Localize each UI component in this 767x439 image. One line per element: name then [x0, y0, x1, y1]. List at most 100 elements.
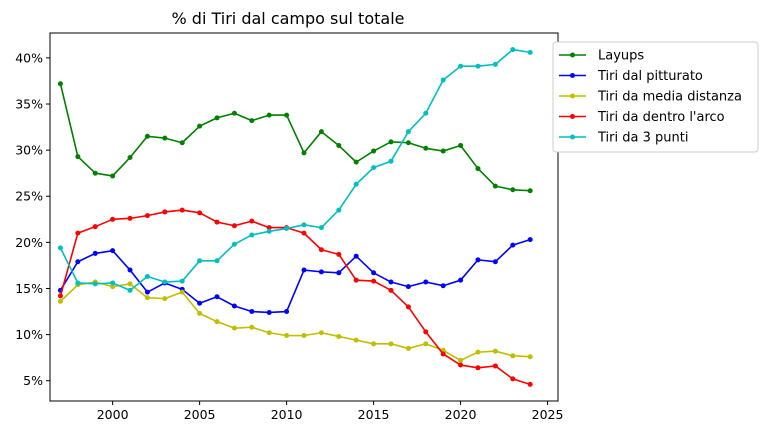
legend-box	[552, 41, 759, 153]
data-point	[266, 228, 272, 234]
data-point	[301, 267, 307, 273]
data-point	[336, 207, 342, 213]
data-point	[92, 281, 98, 287]
y-tick-label: 30%	[15, 143, 43, 158]
data-point	[353, 253, 359, 259]
data-point	[492, 363, 498, 369]
legend-marker	[570, 114, 575, 119]
data-point	[318, 129, 324, 135]
data-point	[492, 183, 498, 189]
data-point	[510, 376, 516, 382]
data-point	[510, 47, 516, 53]
data-point	[405, 284, 411, 290]
data-point	[249, 324, 255, 330]
data-point	[266, 330, 272, 336]
series-5	[57, 47, 533, 293]
series-line	[59, 48, 531, 292]
data-point	[336, 143, 342, 149]
data-point	[214, 258, 220, 264]
data-point	[197, 210, 203, 216]
data-point	[249, 232, 255, 238]
data-point	[440, 351, 446, 357]
data-point	[110, 280, 116, 286]
data-point	[423, 329, 429, 335]
data-point	[127, 287, 133, 293]
series-4	[57, 207, 533, 387]
data-point	[527, 381, 533, 387]
data-point	[318, 225, 324, 231]
data-point	[92, 250, 98, 256]
data-point	[284, 333, 290, 339]
data-point	[57, 293, 63, 299]
data-point	[75, 259, 81, 265]
data-point	[92, 170, 98, 176]
data-point	[353, 181, 359, 187]
legend-marker	[570, 73, 575, 78]
data-point	[266, 112, 272, 118]
data-point	[162, 279, 168, 285]
data-point	[527, 237, 533, 243]
x-tick-label: 2005	[184, 407, 216, 422]
data-point	[214, 115, 220, 121]
data-point	[197, 258, 203, 264]
x-tick-label: 2025	[532, 407, 564, 422]
data-point	[492, 259, 498, 265]
x-tick-label: 2010	[271, 407, 303, 422]
data-point	[249, 118, 255, 124]
data-point	[75, 154, 81, 160]
data-point	[336, 333, 342, 339]
x-tick-label: 2020	[445, 407, 477, 422]
data-point	[405, 140, 411, 146]
data-point	[388, 158, 394, 164]
series-1	[57, 81, 533, 194]
y-tick-label: 15%	[15, 281, 43, 296]
data-point	[110, 284, 116, 290]
data-point	[527, 188, 533, 194]
legend-item: Tiri dal pitturato	[559, 69, 703, 84]
legend-item: Tiri da 3 punti	[559, 131, 688, 146]
legend-label: Tiri dal pitturato	[597, 69, 703, 84]
data-point	[110, 216, 116, 222]
y-tick-label: 20%	[15, 235, 43, 250]
data-point	[388, 139, 394, 145]
data-point	[144, 133, 150, 139]
data-point	[197, 300, 203, 306]
data-point	[127, 215, 133, 221]
data-point	[144, 213, 150, 219]
data-point	[57, 245, 63, 251]
data-point	[527, 354, 533, 360]
legend-label: Tiri da dentro l'arco	[597, 110, 725, 125]
data-point	[127, 155, 133, 161]
data-point	[458, 357, 464, 363]
data-point	[475, 365, 481, 371]
data-point	[336, 251, 342, 257]
data-point	[510, 187, 516, 193]
y-tick-label: 40%	[15, 50, 43, 65]
y-tick-label: 35%	[15, 97, 43, 112]
data-point	[179, 278, 185, 284]
axes-frame	[49, 32, 559, 402]
x-axis: 2000 2005 2010 2015 2020 2025	[97, 401, 564, 422]
data-point	[75, 280, 81, 286]
data-point	[92, 224, 98, 230]
data-point	[231, 223, 237, 229]
data-point	[475, 257, 481, 263]
legend-label: Tiri da 3 punti	[597, 131, 688, 146]
data-point	[162, 209, 168, 215]
data-point	[231, 303, 237, 309]
data-point	[371, 341, 377, 347]
chart-title: % di Tiri dal campo sul totale	[172, 9, 405, 28]
series-layer	[57, 47, 533, 387]
data-point	[284, 226, 290, 232]
legend: Layups Tiri dal pitturato Tiri da media di…	[552, 41, 759, 153]
data-point	[144, 289, 150, 295]
data-point	[423, 341, 429, 347]
data-point	[75, 230, 81, 236]
y-tick-label: 5%	[23, 373, 43, 388]
series-line	[59, 281, 531, 362]
x-tick-label: 2000	[97, 407, 129, 422]
data-point	[336, 270, 342, 276]
data-point	[197, 310, 203, 316]
data-point	[353, 277, 359, 283]
